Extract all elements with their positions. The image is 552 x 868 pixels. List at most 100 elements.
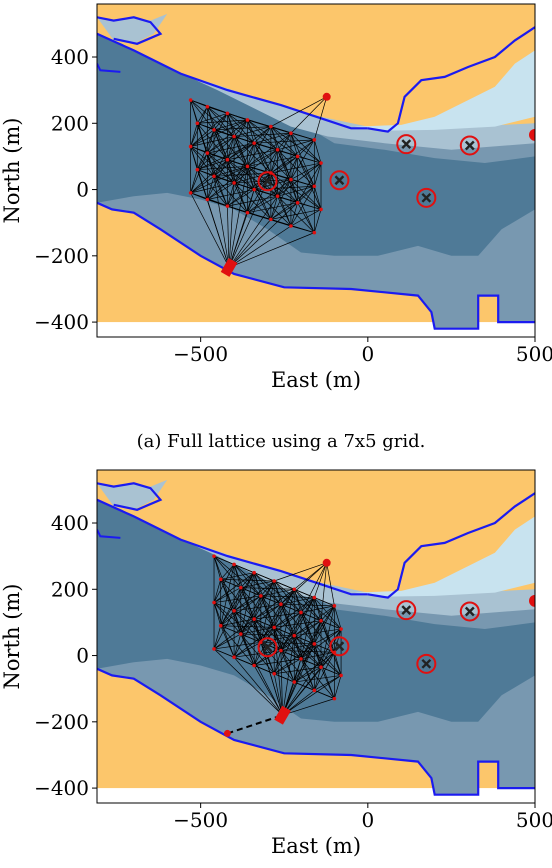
lattice-edge <box>190 129 215 147</box>
lattice-node <box>195 121 200 126</box>
lattice-node <box>195 167 200 172</box>
lattice-edge <box>190 152 208 194</box>
lattice-edge <box>280 612 302 651</box>
lattice-node <box>225 111 230 116</box>
lattice-edge <box>247 195 278 214</box>
lattice-edge <box>290 209 322 227</box>
lattice-edge <box>270 196 278 220</box>
lattice-node <box>319 207 323 212</box>
lattice-edge <box>300 597 315 659</box>
lattice-node <box>299 657 303 661</box>
lattice-node <box>332 696 337 701</box>
lattice-edge <box>320 620 342 630</box>
lattice-node <box>245 210 250 215</box>
lattice-edge <box>326 562 335 606</box>
lattice-edge <box>247 126 272 167</box>
lattice-node <box>212 174 216 179</box>
lattice-node <box>289 224 293 228</box>
lattice-edge <box>197 106 208 124</box>
lattice-edge <box>197 119 248 124</box>
lattice-node <box>232 134 236 139</box>
lattice-edge <box>277 133 292 151</box>
lattice-node <box>252 663 256 668</box>
lattice-edge <box>190 176 215 194</box>
panel-a: −500 0 500 400 200 0 −200 −400 East (m) North (m) <box>0 3 552 392</box>
lattice-edge <box>233 166 248 184</box>
goal-edge <box>227 206 230 268</box>
lattice-edge <box>253 627 275 666</box>
lattice-node <box>269 124 273 129</box>
lattice-node <box>245 164 250 169</box>
lattice-edge <box>207 182 235 200</box>
lattice-edge <box>213 625 222 650</box>
lattice-edge <box>290 132 315 141</box>
lattice-edge <box>290 179 298 203</box>
lattice-edge <box>274 562 327 582</box>
lattice-edge <box>213 633 241 650</box>
goal-vessel <box>220 257 238 277</box>
lattice-node <box>245 118 250 122</box>
boundary-basin <box>97 16 163 45</box>
y-tick-label: 400 <box>51 511 89 535</box>
boundary-east-shore <box>367 492 535 599</box>
lattice-edge <box>190 119 248 147</box>
lattice-edges <box>213 555 342 716</box>
lattice-edge <box>253 580 275 620</box>
unmapped-strip <box>97 788 535 803</box>
y-tick-label: 400 <box>51 45 89 69</box>
lattice-edge <box>227 182 235 207</box>
lattice-node <box>238 585 243 590</box>
lattice-edge <box>220 587 242 626</box>
goal-edge <box>228 219 272 268</box>
lattice-edge <box>270 185 315 220</box>
lattice-edge <box>206 176 215 200</box>
lattice-edge <box>273 650 282 674</box>
lattice-edge <box>300 597 315 613</box>
lattice-node <box>205 104 210 109</box>
lattice-edges <box>190 96 328 268</box>
obstacle-ring <box>459 135 480 156</box>
lattice-node <box>252 617 256 621</box>
goal-edge <box>228 182 235 268</box>
plot-area <box>97 4 535 337</box>
obstacle-cross <box>401 139 412 150</box>
y-axis-label: North (m) <box>0 584 24 690</box>
y-tick-label: 0 <box>76 644 89 668</box>
obstacle-cross <box>421 192 432 203</box>
lattice-edge <box>290 96 327 134</box>
lattice-node <box>292 633 297 638</box>
panel-b: −500 0 500 400 200 0 −200 −400 East (m) North (m) <box>0 469 552 858</box>
lattice-edge <box>213 610 235 650</box>
lattice-edge <box>280 562 327 605</box>
lattice-edge <box>290 156 298 180</box>
goal-edge <box>282 635 295 716</box>
lattice-node <box>205 197 210 202</box>
boundary-south <box>97 667 535 796</box>
lattice-edge <box>220 610 235 626</box>
y-tick-label: −200 <box>34 244 89 268</box>
lattice-edge <box>270 133 292 174</box>
obstacle-ring <box>396 600 417 621</box>
x-tick-label: 500 <box>516 342 552 366</box>
lattice-edge <box>320 562 328 621</box>
edge-node-east <box>529 594 535 607</box>
lattice-edge <box>260 604 282 643</box>
water-mid-upper <box>97 33 535 163</box>
goal-vessel <box>274 705 291 725</box>
boundary-west <box>97 529 121 539</box>
water-mid-lower <box>97 658 535 795</box>
lattice-node <box>312 595 317 600</box>
lattice-edge <box>300 562 328 613</box>
lattice-edge <box>233 143 255 184</box>
lattice-edge <box>270 139 315 174</box>
boundary-north <box>97 32 368 130</box>
lattice-edge <box>270 202 298 220</box>
lattice-edge <box>233 149 278 184</box>
lattice-node <box>319 618 323 623</box>
lattice-node <box>319 161 323 165</box>
y-tick-label: 0 <box>76 178 89 202</box>
lattice-edge <box>277 179 292 197</box>
lattice-edge <box>290 162 322 180</box>
lattice-edge <box>297 139 315 157</box>
lattice-node <box>332 604 337 608</box>
